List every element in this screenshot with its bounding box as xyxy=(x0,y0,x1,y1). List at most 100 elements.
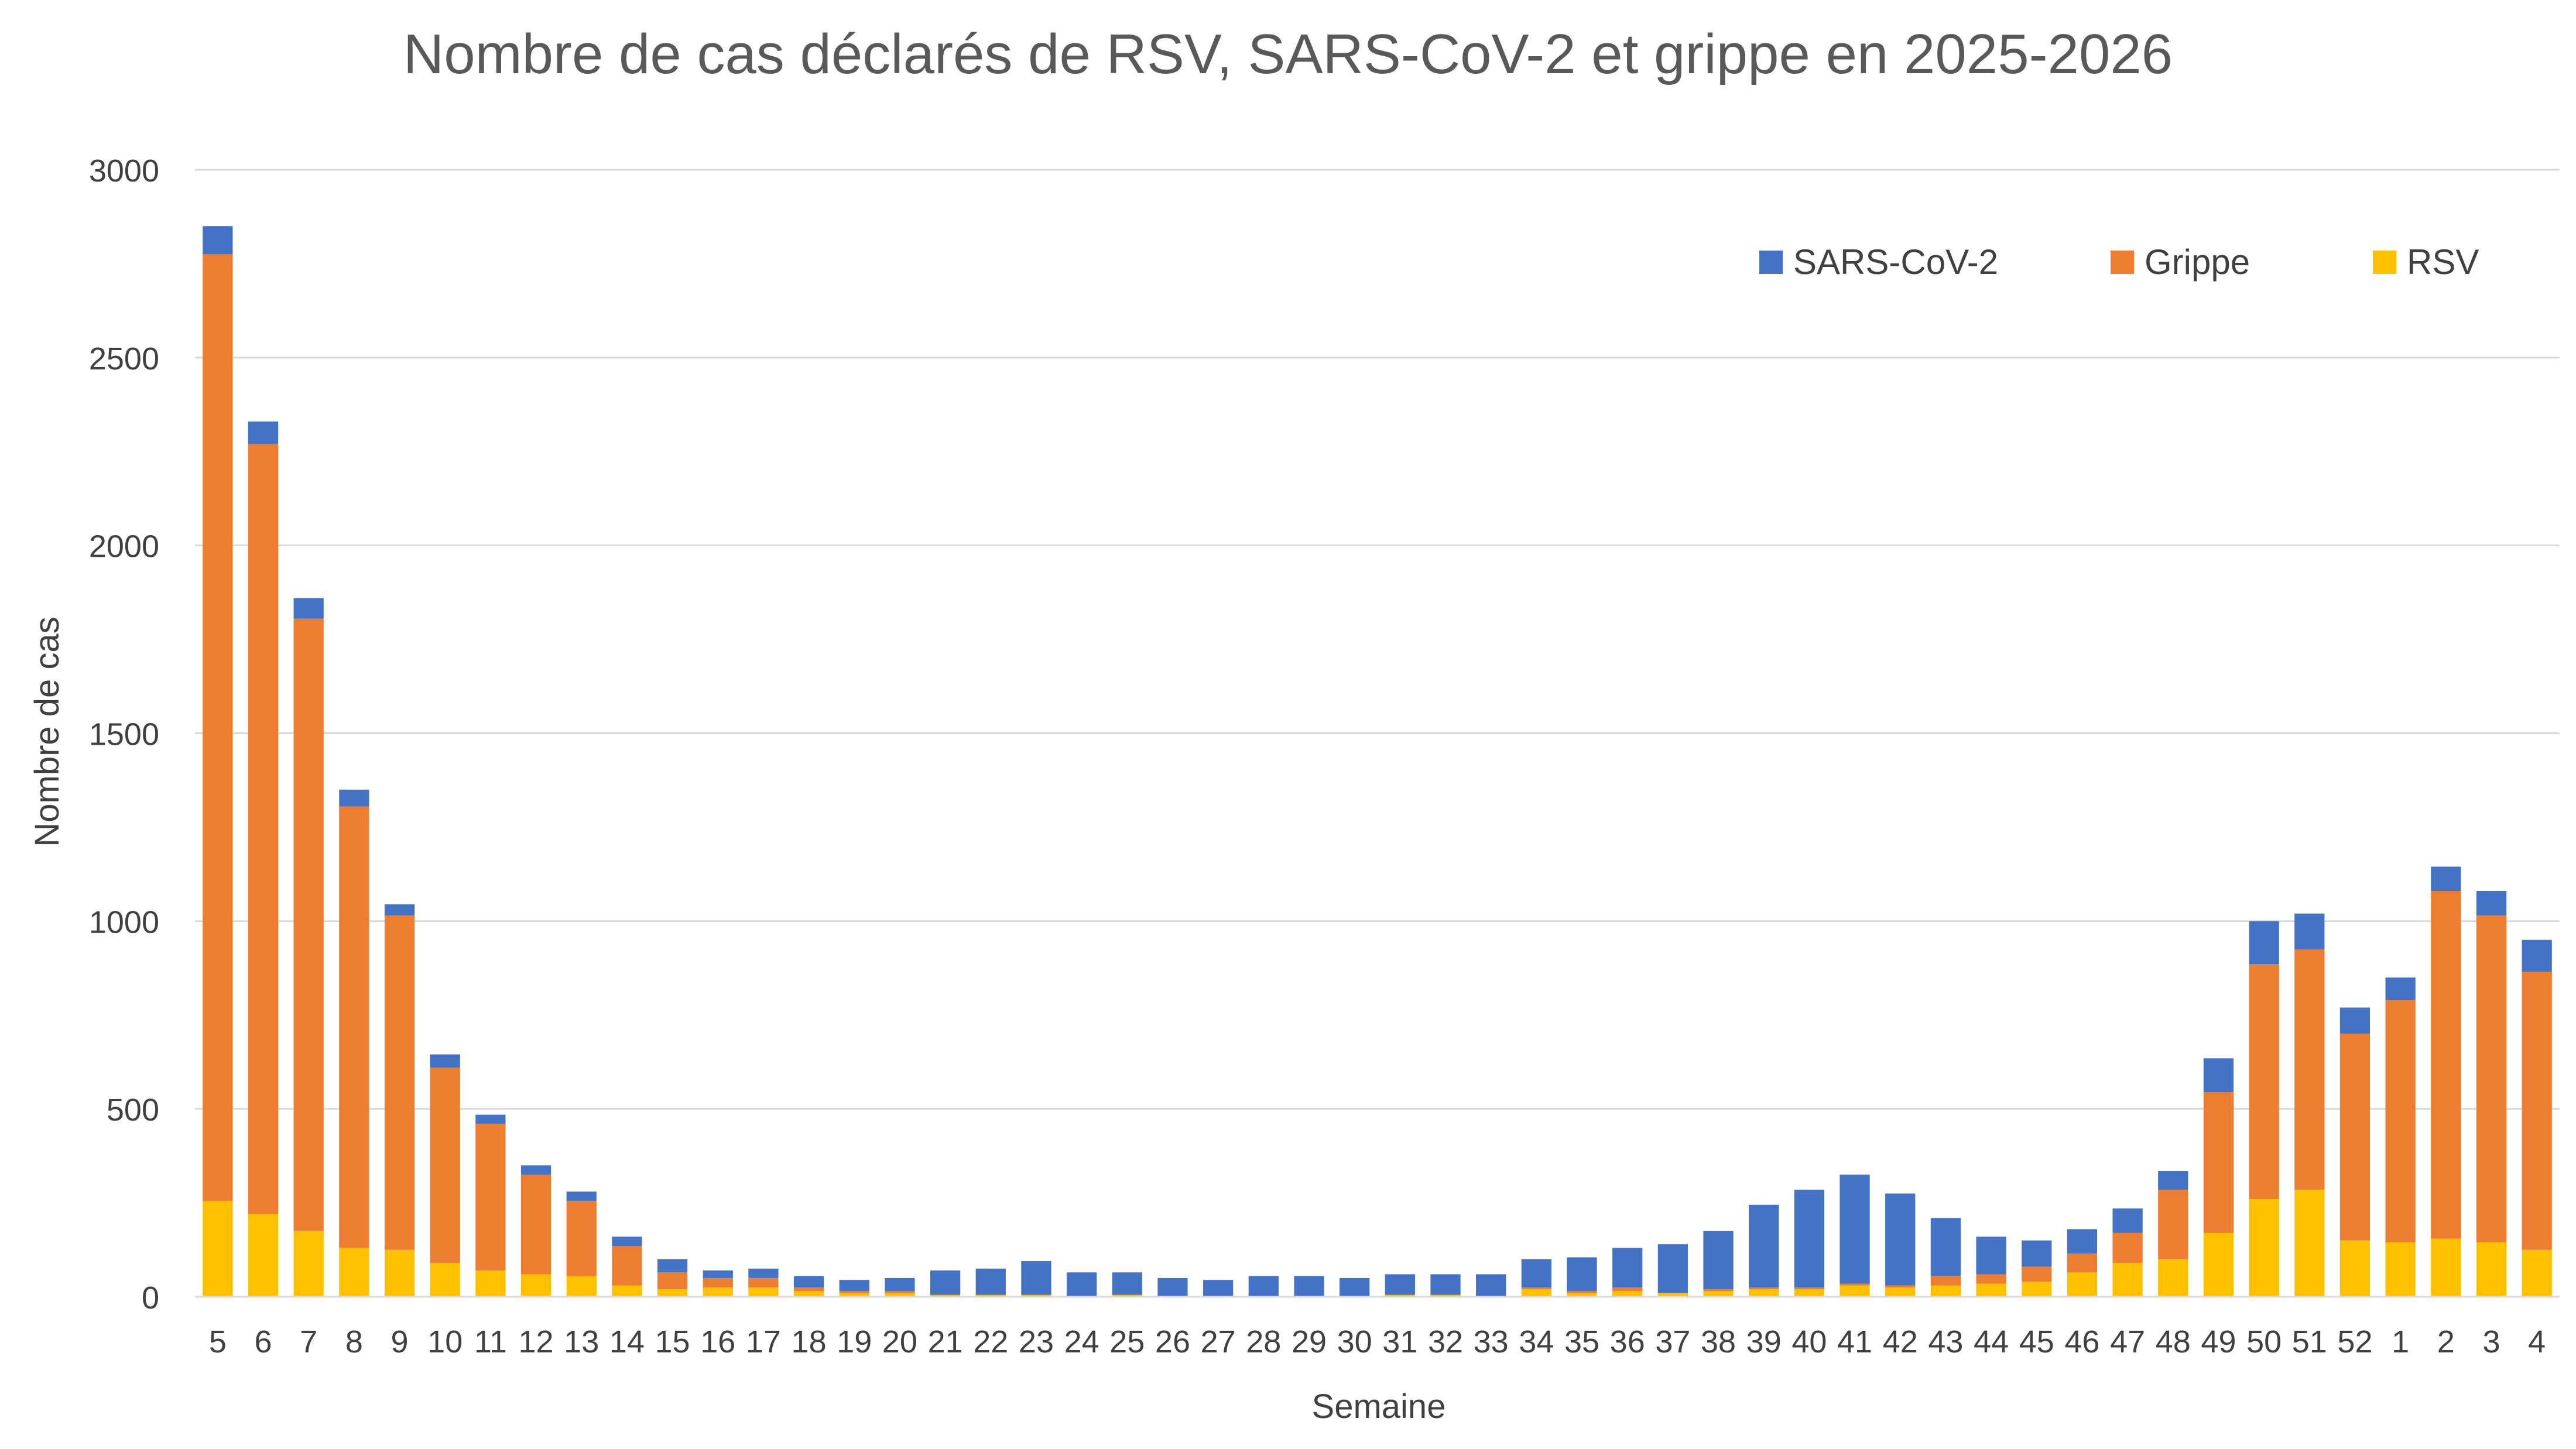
bar-rsv-week-12 xyxy=(520,1274,551,1297)
bar-sars-cov-2-week-2 xyxy=(2431,866,2461,891)
bar-grippe-week-48 xyxy=(2158,1190,2188,1259)
x-tick-48: 48 xyxy=(2156,1324,2191,1359)
bar-sars-cov-2-week-5 xyxy=(203,226,233,255)
bar-rsv-week-32 xyxy=(1430,1294,1461,1297)
bar-sars-cov-2-week-25 xyxy=(1112,1272,1142,1295)
bar-grippe-week-40 xyxy=(1794,1287,1825,1290)
bar-sars-cov-2-week-14 xyxy=(612,1236,642,1246)
bar-grippe-week-47 xyxy=(2112,1232,2143,1263)
bar-grippe-week-17 xyxy=(748,1277,779,1287)
x-tick-labels: 5 6 7 8 9 10 11 12 13 14 15 16 17 18 19 20 21 22 23 24 25 26 2… xyxy=(209,1324,2546,1359)
bar-sars-cov-2-week-34 xyxy=(1521,1259,1551,1287)
bar-sars-cov-2-week-51 xyxy=(2294,913,2325,950)
bar-grippe-week-3 xyxy=(2476,915,2507,1242)
bar-rsv-week-49 xyxy=(2203,1232,2234,1297)
bar-rsv-week-7 xyxy=(293,1231,324,1297)
x-tick-41: 41 xyxy=(1837,1324,1872,1359)
y-tick-labels: 0 500 1000 1500 2000 2500 3000 xyxy=(89,153,159,1316)
bar-rsv-week-11 xyxy=(475,1270,506,1297)
legend-label-grippe: Grippe xyxy=(2145,242,2250,282)
bar-grippe-week-12 xyxy=(520,1174,551,1275)
bar-sars-cov-2-week-6 xyxy=(248,421,279,444)
bar-grippe-week-36 xyxy=(1612,1287,1643,1292)
chart-title: Nombre de cas déclarés de RSV, SARS-CoV-… xyxy=(403,23,2173,85)
x-tick-5: 5 xyxy=(209,1324,227,1359)
bar-sars-cov-2-week-23 xyxy=(1021,1261,1051,1295)
bar-sars-cov-2-week-44 xyxy=(1976,1236,2006,1275)
x-tick-28: 28 xyxy=(1246,1324,1281,1359)
bar-sars-cov-2-week-26 xyxy=(1157,1277,1188,1297)
y-tick-500: 500 xyxy=(107,1092,159,1128)
bar-sars-cov-2-week-20 xyxy=(885,1277,915,1292)
bar-grippe-week-7 xyxy=(293,618,324,1231)
x-tick-30: 30 xyxy=(1337,1324,1372,1359)
bar-sars-cov-2-week-13 xyxy=(566,1191,597,1201)
bar-sars-cov-2-week-41 xyxy=(1839,1174,1870,1284)
bar-grippe-week-5 xyxy=(203,254,233,1201)
bar-rsv-week-31 xyxy=(1385,1294,1415,1297)
x-tick-26: 26 xyxy=(1155,1324,1190,1359)
bar-rsv-week-9 xyxy=(384,1249,415,1297)
x-tick-17: 17 xyxy=(746,1324,781,1359)
bar-rsv-week-41 xyxy=(1839,1285,1870,1297)
bar-sars-cov-2-week-37 xyxy=(1657,1244,1688,1293)
bar-grippe-week-41 xyxy=(1839,1283,1870,1286)
x-tick-33: 33 xyxy=(1474,1324,1509,1359)
bar-sars-cov-2-week-49 xyxy=(2203,1058,2234,1092)
y-tick-3000: 3000 xyxy=(89,153,159,189)
bar-grippe-week-11 xyxy=(475,1123,506,1271)
bar-grippe-week-8 xyxy=(339,806,369,1248)
x-tick-7: 7 xyxy=(300,1324,317,1359)
x-tick-46: 46 xyxy=(2064,1324,2099,1359)
x-tick-14: 14 xyxy=(609,1324,645,1359)
bar-sars-cov-2-week-19 xyxy=(839,1280,869,1292)
bar-rsv-week-1 xyxy=(2385,1242,2416,1297)
bar-grippe-week-43 xyxy=(1930,1276,1961,1286)
bar-sars-cov-2-week-22 xyxy=(975,1268,1006,1295)
bar-rsv-week-48 xyxy=(2158,1259,2188,1297)
bar-sars-cov-2-week-39 xyxy=(1749,1204,1779,1287)
x-tick-3: 3 xyxy=(2482,1324,2500,1359)
bar-grippe-week-39 xyxy=(1749,1287,1779,1290)
bar-rsv-week-44 xyxy=(1976,1283,2006,1297)
bar-grippe-week-4 xyxy=(2522,971,2552,1250)
bar-rsv-week-8 xyxy=(339,1248,369,1297)
legend-swatch-rsv xyxy=(2373,251,2396,274)
bar-grippe-week-34 xyxy=(1521,1287,1551,1290)
legend-swatch-grippe xyxy=(2111,251,2134,274)
x-axis-label: Semaine xyxy=(1312,1388,1446,1426)
bar-sars-cov-2-week-29 xyxy=(1294,1276,1324,1297)
bar-sars-cov-2-week-1 xyxy=(2385,977,2416,1001)
bar-grippe-week-18 xyxy=(793,1287,824,1292)
bar-sars-cov-2-week-36 xyxy=(1612,1248,1643,1287)
x-tick-49: 49 xyxy=(2201,1324,2236,1359)
bar-sars-cov-2-week-38 xyxy=(1703,1231,1734,1290)
bar-sars-cov-2-week-48 xyxy=(2158,1171,2188,1190)
bar-rsv-week-36 xyxy=(1612,1291,1643,1297)
bar-rsv-week-43 xyxy=(1930,1285,1961,1297)
bar-grippe-week-52 xyxy=(2339,1033,2371,1241)
bar-sars-cov-2-week-33 xyxy=(1476,1274,1506,1297)
bar-grippe-week-46 xyxy=(2067,1253,2098,1273)
x-tick-9: 9 xyxy=(391,1324,409,1359)
bar-sars-cov-2-week-7 xyxy=(293,598,324,619)
bar-sars-cov-2-week-32 xyxy=(1430,1274,1461,1295)
bar-grippe-week-6 xyxy=(248,444,279,1214)
bar-sars-cov-2-week-17 xyxy=(748,1268,779,1278)
bar-grippe-week-1 xyxy=(2385,1000,2416,1242)
bar-rsv-week-21 xyxy=(930,1294,961,1297)
bar-grippe-week-50 xyxy=(2249,964,2279,1200)
bar-rsv-week-52 xyxy=(2339,1240,2371,1297)
legend-label-rsv: RSV xyxy=(2407,242,2479,282)
bar-rsv-week-14 xyxy=(612,1285,642,1297)
bar-grippe-week-45 xyxy=(2022,1266,2052,1282)
bar-sars-cov-2-week-28 xyxy=(1248,1276,1279,1297)
bar-sars-cov-2-week-50 xyxy=(2249,921,2279,965)
bar-grippe-week-49 xyxy=(2203,1092,2234,1233)
y-tick-2500: 2500 xyxy=(89,341,159,376)
bar-sars-cov-2-week-43 xyxy=(1930,1218,1961,1276)
x-tick-43: 43 xyxy=(1928,1324,1963,1359)
bar-rsv-week-37 xyxy=(1657,1293,1688,1297)
bar-rsv-week-6 xyxy=(248,1214,279,1297)
